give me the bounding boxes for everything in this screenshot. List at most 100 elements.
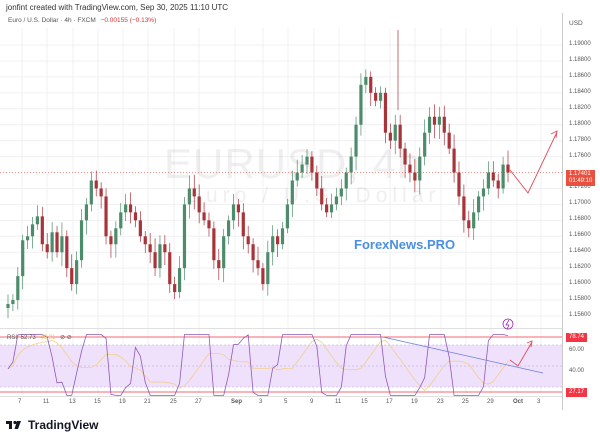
time-tick: 5 bbox=[284, 399, 288, 405]
candle-body bbox=[55, 232, 59, 253]
candle-body bbox=[403, 148, 407, 165]
time-tick: 23 bbox=[437, 399, 444, 405]
bar-countdown: 01:49:10 bbox=[569, 178, 593, 184]
candle-body bbox=[173, 284, 177, 293]
candle-body bbox=[359, 84, 363, 125]
candle-body bbox=[143, 236, 147, 245]
candle-body bbox=[16, 276, 20, 301]
tradingview-logo[interactable]: TradingView bbox=[6, 418, 98, 432]
price-tick: 1.17200 bbox=[569, 184, 591, 191]
time-tick: 11 bbox=[335, 399, 342, 405]
rsi-label: RSI bbox=[7, 335, 18, 341]
candle-body bbox=[442, 116, 446, 133]
candle-body bbox=[6, 304, 10, 309]
price-tick: 1.18400 bbox=[569, 88, 591, 95]
candle-body bbox=[11, 300, 15, 305]
candle-body bbox=[329, 204, 334, 213]
candle-body bbox=[506, 164, 510, 173]
price-tick: 1.15600 bbox=[569, 311, 591, 318]
candle-body bbox=[261, 268, 265, 285]
candle-body bbox=[50, 232, 54, 253]
candle-body bbox=[398, 124, 402, 149]
candle-body bbox=[271, 236, 275, 253]
candle-body bbox=[344, 172, 348, 189]
time-tick: 19 bbox=[119, 399, 126, 405]
candle-body bbox=[325, 204, 329, 213]
last-price: 1.17401 bbox=[569, 171, 591, 177]
candle-body bbox=[217, 260, 221, 269]
candle-body bbox=[133, 212, 138, 221]
rsi-upper-tag: 78.74 bbox=[566, 333, 588, 342]
chart-caption: jonfint created with TradingView.com, Se… bbox=[6, 3, 229, 12]
price-tick: 1.16400 bbox=[569, 248, 591, 255]
time-tick: 25 bbox=[462, 399, 469, 405]
rsi-legend[interactable]: RSI 52.73 49.91 ⊘ ⊘ bbox=[7, 334, 72, 341]
time-tick: 15 bbox=[361, 399, 368, 405]
price-tick: 1.16600 bbox=[569, 232, 591, 239]
time-tick: 11 bbox=[43, 399, 50, 405]
candle-body bbox=[305, 156, 309, 165]
price-tick: 1.17600 bbox=[569, 152, 591, 159]
time-tick: Oct bbox=[513, 399, 524, 405]
candle-body bbox=[300, 164, 304, 173]
candle-body bbox=[280, 228, 285, 245]
price-tick: 1.15800 bbox=[569, 296, 591, 303]
candle-body bbox=[207, 220, 211, 229]
candle-body bbox=[383, 92, 388, 133]
candle-body bbox=[30, 224, 35, 237]
candle-body bbox=[153, 252, 157, 269]
candle-body bbox=[501, 164, 505, 189]
candle-body bbox=[45, 244, 49, 253]
candle-body bbox=[496, 180, 500, 189]
time-tick: 25 bbox=[170, 399, 177, 405]
symbol-description: Euro / U.S. Dollar · 4h · FXCM bbox=[8, 17, 96, 24]
candle-body bbox=[226, 220, 231, 237]
candle-body bbox=[182, 204, 187, 269]
price-tick: 1.16000 bbox=[569, 280, 591, 287]
rsi-visibility-icons[interactable]: ⊘ ⊘ bbox=[60, 335, 72, 341]
candle-body bbox=[290, 180, 294, 205]
projection-arrowhead bbox=[550, 130, 558, 139]
candle-body bbox=[266, 252, 270, 285]
price-change: −0.00155 (−0.13%) bbox=[100, 17, 157, 24]
candle-body bbox=[486, 172, 490, 189]
candle-body bbox=[364, 76, 368, 85]
time-tick: 21 bbox=[144, 399, 151, 405]
time-tick: 3 bbox=[259, 399, 263, 405]
tradingview-logo-icon bbox=[6, 420, 21, 429]
candle-body bbox=[124, 204, 128, 213]
candle-body bbox=[158, 244, 162, 269]
price-tick: 1.18800 bbox=[569, 56, 591, 63]
alert-lightning-icon bbox=[502, 318, 514, 330]
candle-body bbox=[21, 240, 25, 277]
candle-body bbox=[320, 188, 324, 205]
candle-body bbox=[256, 260, 260, 269]
candle-body bbox=[408, 164, 412, 173]
currency-label[interactable]: USD bbox=[569, 20, 583, 27]
rsi-lower-tag: 27.17 bbox=[566, 388, 588, 397]
candle-body bbox=[35, 216, 40, 225]
candle-body bbox=[163, 244, 167, 253]
time-tick: 13 bbox=[69, 399, 76, 405]
candle-body bbox=[197, 196, 201, 213]
time-tick: 7 bbox=[18, 399, 22, 405]
candle-body bbox=[423, 132, 427, 157]
time-tick: 29 bbox=[487, 399, 494, 405]
candle-body bbox=[437, 116, 441, 125]
price-tick: 1.17000 bbox=[569, 200, 591, 207]
candle-body bbox=[374, 92, 378, 101]
candle-body bbox=[99, 188, 103, 197]
candle-body bbox=[310, 156, 314, 173]
time-tick: 19 bbox=[411, 399, 418, 405]
candle-body bbox=[276, 236, 280, 245]
candle-body bbox=[104, 196, 108, 237]
candle-body bbox=[413, 172, 417, 181]
candle-body bbox=[148, 244, 152, 253]
footer-brand: TradingView bbox=[28, 418, 99, 432]
candle-body bbox=[295, 172, 299, 181]
candle-body bbox=[70, 268, 74, 285]
candle-body bbox=[369, 76, 373, 93]
candle-body bbox=[285, 204, 290, 229]
candle-body bbox=[75, 260, 79, 285]
